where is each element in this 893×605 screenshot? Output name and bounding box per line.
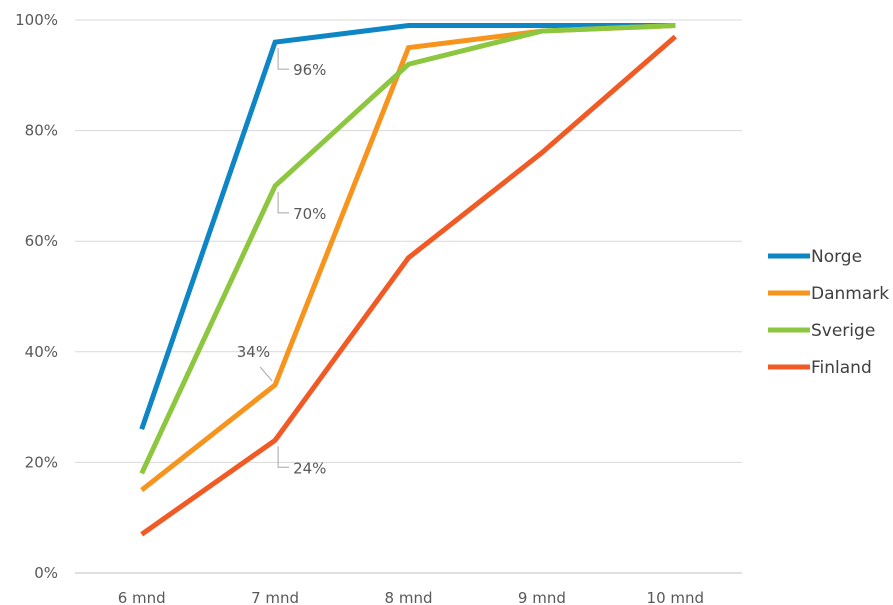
y-tick-label: 80%	[25, 122, 58, 140]
gridlines	[75, 19, 742, 574]
data-label-leader	[259, 366, 273, 382]
data-label-sverige: 70%	[293, 205, 326, 223]
data-labels: 96% 70% 34% 24%	[237, 48, 326, 477]
y-axis-ticks: 0% 20% 40% 60% 80% 100%	[15, 11, 58, 582]
y-tick-label: 60%	[25, 232, 58, 250]
data-label-finland: 24%	[293, 459, 326, 477]
x-tick-label: 6 mnd	[118, 589, 166, 605]
y-tick-label: 0%	[34, 564, 58, 582]
y-tick-label: 20%	[25, 453, 58, 471]
series-line-norge	[139, 23, 676, 431]
data-label-norge: 96%	[293, 61, 326, 79]
legend: Norge Danmark Sverige Finland	[768, 247, 889, 378]
x-tick-label: 9 mnd	[518, 589, 566, 605]
x-tick-label: 10 mnd	[647, 589, 705, 605]
data-label-leader	[277, 446, 290, 468]
data-label-leader	[277, 191, 290, 214]
legend-label-sverige: Sverige	[811, 321, 875, 341]
y-tick-label: 100%	[15, 11, 58, 29]
x-tick-label: 7 mnd	[251, 589, 299, 605]
data-label-danmark: 34%	[237, 343, 270, 361]
series-line-sverige	[139, 23, 676, 475]
legend-label-danmark: Danmark	[811, 284, 889, 304]
series-line-finland	[140, 34, 677, 537]
data-label-leader	[277, 48, 290, 70]
x-tick-label: 8 mnd	[385, 589, 433, 605]
legend-label-finland: Finland	[811, 358, 872, 378]
legend-label-norge: Norge	[811, 247, 862, 267]
y-tick-label: 40%	[25, 343, 58, 361]
series-lines	[139, 23, 677, 537]
x-axis-ticks: 6 mnd 7 mnd 8 mnd 9 mnd 10 mnd	[118, 589, 704, 605]
